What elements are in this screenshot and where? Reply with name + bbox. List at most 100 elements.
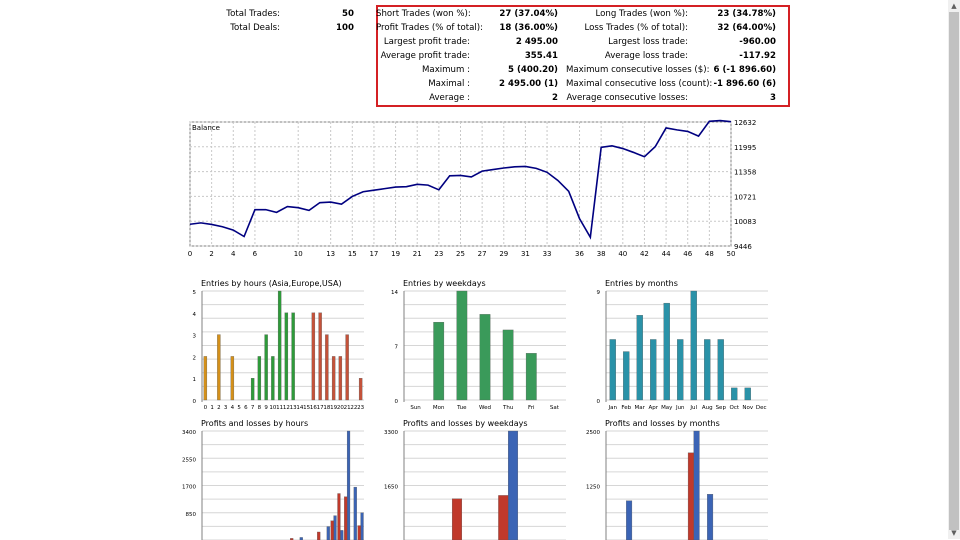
bar (291, 312, 295, 401)
stat-value: 6 (-1 896.60) (713, 65, 776, 75)
profits-losses-by-weekdays-chart: Profits and losses by weekdays33001650Su… (384, 419, 566, 540)
stat-label: Maximum consecutive losses ($): (566, 65, 710, 75)
x-tick-label: Apr (648, 405, 658, 411)
y-tick-label: 0 (193, 399, 197, 405)
highlight-box (376, 5, 790, 107)
scroll-up-icon[interactable]: ▲ (951, 2, 957, 10)
x-tick-label: Sun (410, 405, 421, 411)
x-tick-label: 17 (369, 250, 378, 258)
bar (623, 351, 630, 401)
vertical-scrollbar[interactable]: ▲ ▼ (948, 0, 960, 539)
x-tick-label: 42 (640, 250, 649, 258)
profits-losses-by-months-chart: Profits and losses by months25001250JanF… (586, 419, 768, 540)
total-deals-value: 100 (336, 23, 354, 33)
bar (609, 339, 616, 401)
y-tick-label: 1250 (586, 485, 600, 491)
y-tick-label: 3400 (182, 430, 196, 436)
bar (744, 387, 751, 401)
stat-label: Average profit trade: (380, 51, 470, 61)
stat-label: Maximum : (422, 65, 470, 75)
stat-value: 2 495.00 (515, 37, 558, 47)
x-tick-label: 2 (209, 250, 213, 258)
stat-label: Long Trades (won %): (595, 9, 689, 19)
bar (717, 339, 724, 401)
y-tick-label: 0 (395, 399, 399, 405)
x-tick-label: Sat (550, 405, 560, 411)
profit-bar (326, 526, 330, 540)
x-tick-label: 21 (413, 250, 422, 258)
profit-bar (626, 500, 633, 540)
stat-label: Maximal : (428, 79, 470, 89)
stat-label: Profit Trades (% of total): (376, 23, 484, 33)
x-tick-label: 17 (317, 405, 324, 411)
x-tick-label: 6 (244, 405, 248, 411)
x-tick-label: 15 (303, 405, 310, 411)
stat-label: Average loss trade: (604, 51, 688, 61)
x-tick-label: Fri (528, 405, 535, 411)
stat-value: 18 (36.00%) (499, 23, 558, 33)
y-tick-label: 1700 (182, 485, 196, 491)
x-tick-label: 25 (456, 250, 465, 258)
scrollbar-thumb[interactable] (949, 12, 959, 530)
x-tick-label: 10 (294, 250, 303, 258)
y-tick-label: 3300 (384, 430, 398, 436)
loss-bar (330, 520, 334, 540)
x-tick-label: 16 (310, 405, 317, 411)
bar (456, 290, 468, 401)
bar (433, 321, 445, 401)
x-tick-label: Jun (675, 405, 685, 411)
x-tick-label: 13 (290, 405, 297, 411)
bar (677, 339, 684, 401)
stat-value: -960.00 (739, 37, 776, 47)
entries-by-months-chart: Entries by months 9 0 Jan Feb Mar Apr May Jun Jul… (597, 279, 768, 411)
y-tick-label: 9446 (734, 243, 752, 251)
x-tick-label: Thu (502, 405, 513, 411)
x-tick-label: Feb (621, 405, 631, 411)
chart-title: Entries by months (605, 279, 678, 288)
profit-bar (693, 430, 700, 540)
x-tick-label: Jan (608, 405, 618, 411)
chart-title: Entries by hours (Asia,Europe,USA) (201, 279, 342, 288)
x-tick-label: 22 (350, 405, 357, 411)
x-tick-label: 19 (330, 405, 337, 411)
y-tick-label: 4 (193, 312, 197, 318)
stat-label: Loss Trades (% of total): (584, 23, 688, 33)
x-tick-label: 0 (188, 250, 192, 258)
x-tick-label: 46 (683, 250, 692, 258)
x-tick-label: 19 (391, 250, 400, 258)
x-tick-label: 21 (344, 405, 351, 411)
bar (525, 353, 537, 401)
y-tick-label: 3 (193, 334, 197, 340)
stat-value: -117.92 (739, 51, 776, 61)
chart-title: Entries by weekdays (403, 279, 486, 288)
y-tick-label: 14 (391, 290, 398, 296)
y-tick-label: 9 (597, 290, 601, 296)
x-tick-label: Dec (756, 405, 767, 411)
stat-value: 355.41 (524, 51, 558, 61)
entries-by-hours-chart: Entries by hours (Asia,Europe,USA)543210… (193, 279, 365, 411)
scroll-down-icon[interactable]: ▼ (951, 529, 957, 537)
x-tick-label: 48 (705, 250, 714, 258)
x-tick-label: 1 (210, 405, 214, 411)
stat-value: 23 (34.78%) (717, 9, 776, 19)
bar (731, 387, 738, 401)
x-tick-label: 50 (727, 250, 736, 258)
chart-title: Profits and losses by months (605, 419, 720, 428)
stat-label: Largest profit trade: (383, 37, 470, 47)
x-tick-label: Mar (635, 405, 646, 411)
y-tick-label: 11358 (734, 169, 756, 177)
y-tick-label: 12632 (734, 119, 756, 127)
bar (230, 356, 235, 401)
x-tick-label: Nov (742, 405, 753, 411)
stat-value: 32 (64.00%) (717, 23, 776, 33)
profit-bar (360, 512, 364, 540)
x-tick-label: 31 (521, 250, 530, 258)
stat-label: Average consecutive losses: (566, 93, 688, 103)
x-tick-label: 40 (618, 250, 627, 258)
stat-value: -1 896.60 (6) (713, 79, 776, 89)
x-tick-label: Oct (729, 405, 739, 411)
x-tick-label: 6 (253, 250, 258, 258)
stat-value: 2 (552, 93, 558, 103)
bar (277, 290, 282, 401)
y-tick-label: 2500 (586, 430, 600, 436)
